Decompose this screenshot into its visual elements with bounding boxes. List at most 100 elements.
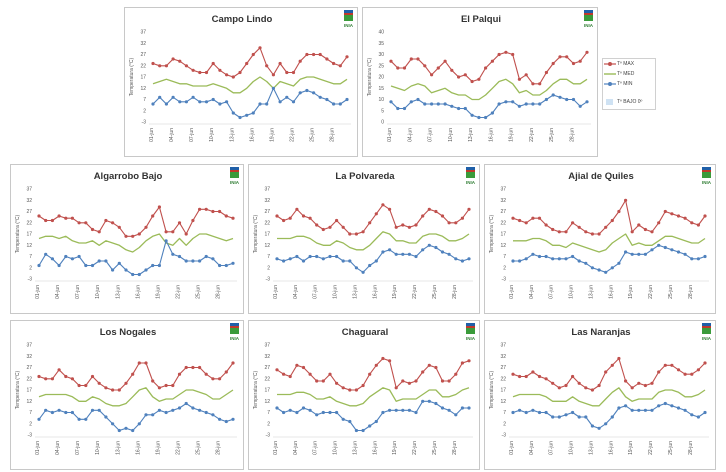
inia-logo-icon: INIA <box>230 323 240 341</box>
inia-logo-icon: INIA <box>230 167 240 185</box>
data-point-max <box>245 61 249 66</box>
x-tick-label: 07-jun <box>313 441 319 455</box>
data-point-max <box>184 232 188 236</box>
data-point-min <box>177 406 182 410</box>
data-point-min <box>341 417 345 421</box>
data-point-max <box>151 61 155 66</box>
data-point-min <box>610 415 614 419</box>
data-point-min <box>137 422 141 426</box>
data-point-max <box>447 221 451 225</box>
data-point-min <box>211 97 215 102</box>
y-tick-label: 2 <box>267 421 270 427</box>
data-point-min <box>117 428 121 433</box>
data-point-min <box>198 100 202 104</box>
data-point-max <box>131 372 135 376</box>
y-tick-label: 35 <box>378 41 384 47</box>
data-point-max <box>157 205 161 209</box>
data-point-max <box>328 225 332 229</box>
y-tick-label: 17 <box>26 388 32 394</box>
chart-panel-las-naranjas: Las Naranjas INIA Temperatura (°C) -3 2 7 12 17… <box>484 320 716 470</box>
data-point-max <box>524 73 528 77</box>
data-point-min <box>282 259 286 263</box>
data-point-min <box>696 415 700 419</box>
x-tick-label: 04-jun <box>55 441 61 455</box>
x-tick-label: 10-jun <box>95 441 101 455</box>
data-point-max <box>204 207 208 211</box>
data-point-max <box>315 379 319 383</box>
y-tick-label: 7 <box>503 254 506 260</box>
data-point-max <box>308 372 312 376</box>
data-point-min <box>484 115 488 120</box>
data-point-max <box>524 374 528 379</box>
x-tick-label: 07-jun <box>313 285 319 299</box>
data-point-min <box>245 113 249 117</box>
y-tick-label: 32 <box>264 198 270 204</box>
data-point-max <box>271 73 275 77</box>
data-point-max <box>597 383 601 388</box>
data-point-max <box>670 363 674 367</box>
data-point-max <box>315 223 319 227</box>
data-point-max <box>117 225 121 229</box>
x-tick-label: 28-jun <box>452 285 458 299</box>
data-point-max <box>218 68 222 72</box>
data-point-max <box>225 73 229 77</box>
x-tick-label: 07-jun <box>549 285 555 299</box>
data-point-min <box>117 261 121 265</box>
x-tick-label: 22-jun <box>648 285 654 299</box>
y-tick-label: 32 <box>26 198 32 204</box>
inia-logo-text: INIA <box>466 336 476 341</box>
data-point-min <box>571 254 575 259</box>
x-tick-label: 04-jun <box>293 285 299 299</box>
data-point-max <box>171 383 175 388</box>
data-point-min <box>282 410 286 415</box>
y-tick-label: 7 <box>29 410 32 416</box>
x-tick-label: 13-jun <box>229 128 235 142</box>
y-tick-label: 27 <box>140 52 146 58</box>
x-tick-label: 28-jun <box>330 128 336 142</box>
data-point-min <box>231 417 235 421</box>
data-point-max <box>630 386 634 390</box>
series-line-min <box>276 400 469 432</box>
data-point-max <box>341 386 345 390</box>
data-point-max <box>696 223 700 227</box>
data-point-min <box>637 252 641 256</box>
data-point-min <box>104 259 108 263</box>
data-point-max <box>447 379 451 383</box>
data-point-min <box>414 410 418 415</box>
data-point-min <box>328 410 332 415</box>
data-point-min <box>111 268 115 272</box>
y-tick-label: 22 <box>500 220 506 226</box>
data-point-max <box>218 209 222 214</box>
data-point-max <box>265 64 269 68</box>
x-tick-label: 28-jun <box>216 285 222 299</box>
data-point-max <box>440 214 445 218</box>
x-tick-label: 07-jun <box>428 128 434 142</box>
data-point-min <box>44 408 48 412</box>
series-line-med <box>152 76 348 94</box>
data-point-max <box>348 232 352 236</box>
data-point-max <box>463 73 467 77</box>
data-point-max <box>77 221 81 225</box>
data-point-max <box>423 64 427 68</box>
x-tick-label: 10-jun <box>569 285 575 299</box>
data-point-max <box>454 221 458 225</box>
data-point-max <box>544 70 548 75</box>
data-point-max <box>90 374 95 379</box>
y-tick-label: -3 <box>502 277 507 283</box>
data-point-max <box>348 388 352 392</box>
y-tick-label: 37 <box>500 187 506 193</box>
data-point-max <box>191 365 195 370</box>
x-tick-label: 01-jun <box>35 285 41 299</box>
data-point-max <box>538 82 542 86</box>
data-point-max <box>427 363 431 367</box>
data-point-max <box>301 365 306 370</box>
data-point-max <box>409 57 413 61</box>
data-point-max <box>434 209 438 214</box>
data-point-max <box>177 221 182 225</box>
data-point-min <box>401 408 405 412</box>
x-tick-label: 28-jun <box>688 285 694 299</box>
y-tick-label: 17 <box>264 232 270 238</box>
x-tick-label: 13-jun <box>352 285 358 299</box>
data-point-min <box>124 426 128 430</box>
